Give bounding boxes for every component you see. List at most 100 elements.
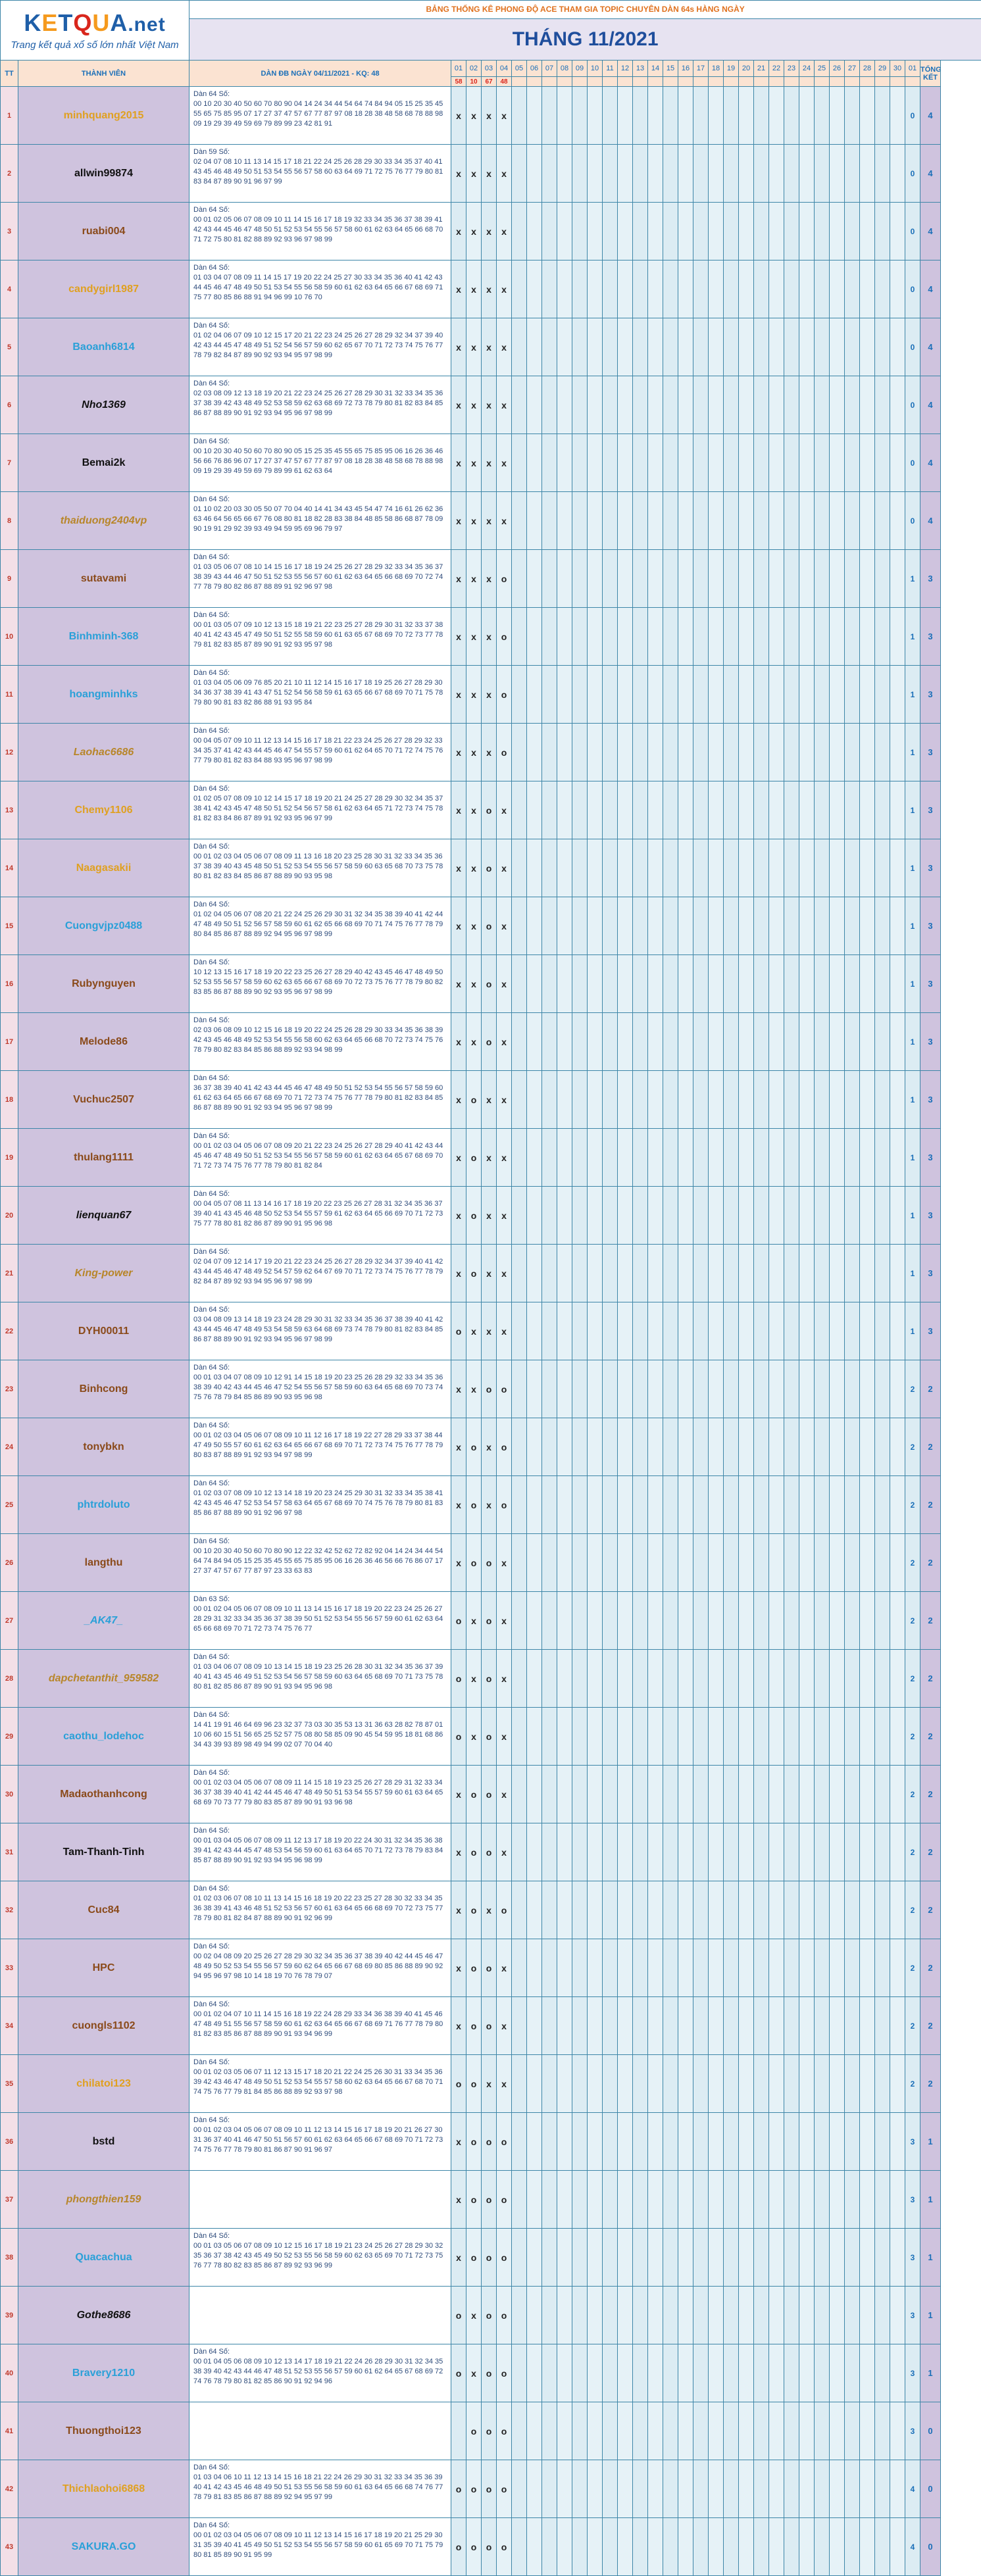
day-mark-empty (739, 376, 754, 434)
day-mark: o (482, 955, 497, 1013)
day-mark-empty (572, 2402, 588, 2460)
member-name[interactable]: Naagasakii (18, 839, 189, 897)
day-mark-empty (512, 2287, 527, 2344)
day-mark: x (497, 203, 512, 260)
day-mark: o (482, 2287, 497, 2344)
member-name[interactable]: minhquang2015 (18, 87, 189, 145)
member-name[interactable]: Cuc84 (18, 1881, 189, 1939)
member-name[interactable]: cuongls1102 (18, 1997, 189, 2055)
day-mark-empty (724, 1708, 739, 1766)
day-mark-empty (557, 87, 572, 145)
member-name[interactable]: thulang1111 (18, 1129, 189, 1187)
day-mark-empty (709, 145, 724, 203)
day-mark-empty (724, 1534, 739, 1592)
number-set: Dàn 64 Số:01 10 02 20 03 30 05 50 07 70 … (189, 492, 451, 550)
day-mark-empty (588, 839, 603, 897)
day-mark-empty (633, 781, 648, 839)
member-name[interactable]: Baoanh6814 (18, 318, 189, 376)
day-mark-empty (542, 376, 557, 434)
member-name[interactable]: Cuongvjpz0488 (18, 897, 189, 955)
number-set-label: Dàn 59 Số: (193, 147, 447, 157)
day-mark-empty (724, 2460, 739, 2518)
day-mark-empty (860, 1708, 875, 1766)
member-name[interactable]: Chemy1106 (18, 781, 189, 839)
day-mark-empty (527, 2344, 542, 2402)
member-name[interactable]: Binhminh-368 (18, 608, 189, 666)
member-name[interactable]: _AK47_ (18, 1592, 189, 1650)
total-score: 2 (920, 1592, 941, 1650)
member-name[interactable]: Nho1369 (18, 376, 189, 434)
member-name[interactable]: thaiduong2404vp (18, 492, 189, 550)
day-mark-empty (512, 1592, 527, 1650)
day-mark-empty (663, 955, 678, 1013)
day-mark-empty (603, 1360, 618, 1418)
day-mark-empty (572, 203, 588, 260)
member-name[interactable]: dapchetanthit_959582 (18, 1650, 189, 1708)
day-mark-empty (890, 2055, 905, 2113)
member-name[interactable]: DYH00011 (18, 1302, 189, 1360)
member-name[interactable]: allwin99874 (18, 145, 189, 203)
day-mark-empty (709, 1245, 724, 1302)
member-name[interactable]: bstd (18, 2113, 189, 2171)
day-mark-empty (890, 2518, 905, 2576)
member-name[interactable]: Melode86 (18, 1013, 189, 1071)
member-name[interactable]: Binhcong (18, 1360, 189, 1418)
day-mark-empty (724, 1476, 739, 1534)
member-name[interactable]: Vuchuc2507 (18, 1071, 189, 1129)
member-name[interactable]: tonybkn (18, 1418, 189, 1476)
member-name[interactable]: King-power (18, 1245, 189, 1302)
member-name[interactable]: Bravery1210 (18, 2344, 189, 2402)
day-mark-empty (693, 1592, 709, 1650)
day-mark-empty (618, 2055, 633, 2113)
member-name[interactable]: caothu_lodehoc (18, 1708, 189, 1766)
site-logo[interactable]: KETQUA.net Trang kết quả xổ số lớn nhất … (1, 1, 189, 61)
member-name[interactable]: Quacachua (18, 2229, 189, 2287)
day-mark-empty (739, 2229, 754, 2287)
day-mark-empty (527, 1592, 542, 1650)
member-name[interactable]: chilatoi123 (18, 2055, 189, 2113)
day-mark-empty (799, 1129, 815, 1187)
day-mark-empty (588, 1708, 603, 1766)
member-name[interactable]: Madaothanhcong (18, 1766, 189, 1823)
day-mark-empty (588, 955, 603, 1013)
day-mark: x (451, 376, 466, 434)
day-mark-empty (633, 1708, 648, 1766)
member-name[interactable]: Thichlaohoi6868 (18, 2460, 189, 2518)
day-mark-empty (845, 1881, 860, 1939)
day-header: 30 (890, 61, 905, 77)
day-mark-empty (527, 608, 542, 666)
member-name[interactable]: Tam-Thanh-Tinh (18, 1823, 189, 1881)
member-name[interactable]: Rubynguyen (18, 955, 189, 1013)
member-name[interactable]: ruabi004 (18, 203, 189, 260)
member-name[interactable]: Gothe8686 (18, 2287, 189, 2344)
member-name[interactable]: Laohac6686 (18, 724, 189, 781)
day-mark-empty (784, 666, 799, 724)
number-set-label: Dàn 64 Số: (193, 1421, 447, 1431)
member-name[interactable]: sutavami (18, 550, 189, 608)
day-mark-empty (799, 781, 815, 839)
member-name[interactable]: candygirl1987 (18, 260, 189, 318)
row-number: 6 (1, 376, 18, 434)
day-mark-empty (633, 1823, 648, 1881)
day-mark-empty (830, 839, 845, 897)
member-name[interactable]: Bemai2k (18, 434, 189, 492)
day-mark-empty (693, 87, 709, 145)
day-header: 22 (769, 61, 784, 77)
day-mark-empty (572, 1071, 588, 1129)
day-mark: o (497, 2518, 512, 2576)
total-score: 3 (920, 724, 941, 781)
day-mark-empty (633, 434, 648, 492)
member-name[interactable]: hoangminhks (18, 666, 189, 724)
day-mark-empty (784, 318, 799, 376)
member-name[interactable]: phongthien159 (18, 2171, 189, 2229)
member-name[interactable]: HPC (18, 1939, 189, 1997)
member-name[interactable]: phtrdoluto (18, 1476, 189, 1534)
member-name[interactable]: Thuongthoi123 (18, 2402, 189, 2460)
member-name[interactable]: SAKURA.GO (18, 2518, 189, 2576)
day-mark-empty (527, 1187, 542, 1245)
member-name[interactable]: langthu (18, 1534, 189, 1592)
member-name[interactable]: lienquan67 (18, 1187, 189, 1245)
day-mark-empty (603, 608, 618, 666)
